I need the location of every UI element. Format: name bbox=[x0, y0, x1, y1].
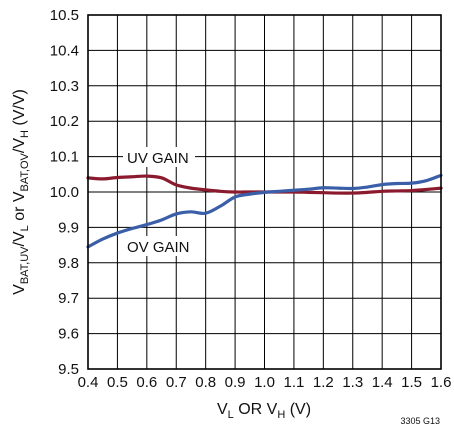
x-tick-label: 1.0 bbox=[254, 374, 275, 391]
series-lines bbox=[86, 173, 443, 249]
x-axis-label: VL OR VH (V) bbox=[217, 401, 311, 421]
uv-gain-label-bg bbox=[123, 147, 195, 167]
ov-gain-label-bg bbox=[123, 236, 195, 256]
y-tick-label: 10.3 bbox=[50, 78, 79, 95]
plot-frame bbox=[87, 14, 442, 370]
y-tick-label: 9.9 bbox=[58, 219, 79, 236]
x-tick-label: 0.6 bbox=[136, 374, 157, 391]
y-tick-label: 10.0 bbox=[50, 184, 79, 201]
y-tick-label: 9.6 bbox=[58, 326, 79, 343]
y-tick-label: 9.8 bbox=[58, 255, 79, 272]
uv-gain-label: UV GAIN bbox=[127, 150, 189, 167]
y-tick-labels: 9.5 9.6 9.7 9.8 9.9 10.0 10.1 10.2 10.3 10.4 10.5 bbox=[50, 7, 79, 378]
x-tick-label: 0.8 bbox=[195, 374, 216, 391]
x-tick-label: 0.5 bbox=[107, 374, 128, 391]
y-tick-label: 10.4 bbox=[50, 42, 79, 59]
x-tick-label: 0.7 bbox=[166, 374, 187, 391]
ov-gain-series-line bbox=[86, 173, 443, 249]
x-tick-label: 1.5 bbox=[401, 374, 422, 391]
figure-id: 3305 G13 bbox=[400, 416, 440, 426]
y-tick-label: 9.7 bbox=[58, 290, 79, 307]
x-tick-label: 1.2 bbox=[313, 374, 334, 391]
x-tick-label: 0.9 bbox=[225, 374, 246, 391]
y-tick-label: 10.1 bbox=[50, 149, 79, 166]
ov-gain-label: OV GAIN bbox=[127, 239, 190, 256]
y-axis-label: VBAT,UV/VL or VBAT,OV/VH (V/V) bbox=[11, 89, 31, 295]
y-tick-label: 10.5 bbox=[50, 7, 79, 24]
x-tick-label: 1.4 bbox=[372, 374, 393, 391]
x-tick-label: 1.6 bbox=[431, 374, 452, 391]
x-tick-label: 0.4 bbox=[78, 374, 99, 391]
y-tick-label: 9.5 bbox=[58, 361, 79, 378]
x-tick-label: 1.3 bbox=[342, 374, 363, 391]
x-tick-label: 1.1 bbox=[283, 374, 304, 391]
x-tick-labels: 0.4 0.5 0.6 0.7 0.8 0.9 1.0 1.1 1.2 1.3 1.4 1.5 1.6 bbox=[78, 374, 452, 391]
y-tick-label: 10.2 bbox=[50, 113, 79, 130]
